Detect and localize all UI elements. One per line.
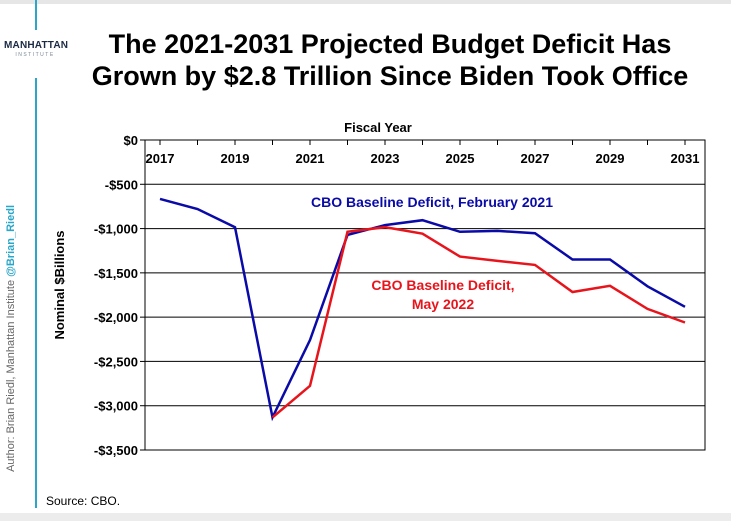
y-tick-label: -$3,500 (94, 443, 138, 458)
y-tick-label: -$2,500 (94, 354, 138, 369)
y-axis-label: Nominal $Billions (52, 230, 67, 339)
y-tick-label: -$3,000 (94, 399, 138, 414)
accent-line-top (35, 0, 37, 30)
bottom-border (0, 513, 731, 521)
accent-line (35, 78, 37, 508)
series-label-2: May 2022 (412, 296, 474, 312)
series-label-2: CBO Baseline Deficit, (371, 277, 514, 293)
x-tick-label: 2017 (146, 151, 175, 166)
x-tick-label: 2031 (671, 151, 700, 166)
x-tick-label: 2025 (446, 151, 475, 166)
x-axis-label: Fiscal Year (344, 120, 412, 135)
x-tick-label: 2019 (221, 151, 250, 166)
y-tick-label: $0 (124, 133, 138, 148)
series-label-1: CBO Baseline Deficit, February 2021 (311, 194, 553, 210)
y-tick-label: -$500 (105, 177, 138, 192)
plot-area (144, 139, 706, 451)
title-line-2: Grown by $2.8 Trillion Since Biden Took … (91, 61, 689, 91)
top-border (0, 0, 731, 4)
x-tick-label: 2023 (371, 151, 400, 166)
chart-title: The 2021-2031 Projected Budget Deficit H… (70, 28, 710, 92)
x-tick-label: 2021 (296, 151, 325, 166)
logo-main-text: MANHATTAN (4, 40, 69, 51)
y-tick-label: -$2,000 (94, 310, 138, 325)
y-tick-label: -$1,500 (94, 266, 138, 281)
logo-sub-text: INSTITUTE (15, 52, 55, 58)
x-tick-label: 2029 (596, 151, 625, 166)
title-line-1: The 2021-2031 Projected Budget Deficit H… (108, 29, 672, 59)
x-tick-label: 2027 (521, 151, 550, 166)
y-tick-label: -$1,000 (94, 222, 138, 237)
series-line-1 (159, 197, 686, 422)
manhattan-institute-logo: MANHATTAN INSTITUTE (4, 40, 69, 58)
series-line-2 (271, 225, 686, 419)
source-note: Source: CBO. (46, 494, 121, 508)
